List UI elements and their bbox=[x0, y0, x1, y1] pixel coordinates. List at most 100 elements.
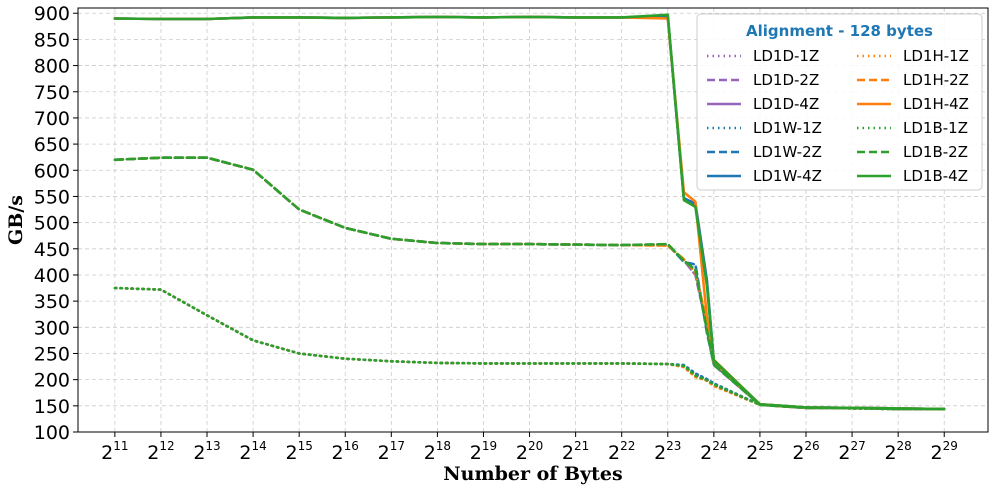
y-tick-label: 400 bbox=[34, 265, 70, 287]
x-tick-base: 2 bbox=[470, 442, 482, 464]
legend-label: LD1D-2Z bbox=[753, 71, 819, 89]
x-tick-label: 221 bbox=[562, 439, 589, 464]
x-tick-base: 2 bbox=[516, 442, 528, 464]
x-tick-exponent: 15 bbox=[298, 439, 313, 453]
x-tick-exponent: 16 bbox=[344, 439, 359, 453]
x-tick-label: 214 bbox=[239, 439, 266, 464]
x-tick-base: 2 bbox=[285, 442, 297, 464]
x-tick-label: 218 bbox=[424, 439, 451, 464]
legend-label: LD1H-4Z bbox=[903, 95, 969, 113]
x-tick-exponent: 13 bbox=[205, 439, 220, 453]
x-tick-exponent: 28 bbox=[897, 439, 912, 453]
series-line-ld1b-4z bbox=[113, 13, 946, 411]
legend-label: LD1H-1Z bbox=[903, 47, 969, 65]
series-line-ld1h-1z bbox=[113, 286, 946, 411]
y-tick-label: 750 bbox=[34, 82, 70, 104]
y-tick-label: 800 bbox=[34, 56, 70, 78]
x-tick-exponent: 14 bbox=[251, 439, 266, 453]
y-tick-label: 300 bbox=[34, 317, 70, 339]
legend-label: LD1B-1Z bbox=[903, 119, 968, 137]
y-axis-label: GB/s bbox=[5, 195, 27, 245]
series-line-ld1w-1z bbox=[113, 286, 946, 411]
x-tick-base: 2 bbox=[884, 442, 896, 464]
x-tick-exponent: 29 bbox=[943, 439, 958, 453]
x-tick-base: 2 bbox=[700, 442, 712, 464]
y-tick-label: 150 bbox=[34, 396, 70, 418]
x-tick-label: 220 bbox=[516, 439, 543, 464]
x-tick-label: 212 bbox=[147, 439, 174, 464]
legend-label: LD1H-2Z bbox=[903, 71, 969, 89]
x-tick-base: 2 bbox=[378, 442, 390, 464]
x-tick-base: 2 bbox=[562, 442, 574, 464]
x-tick-label: 215 bbox=[285, 439, 312, 464]
x-tick-base: 2 bbox=[332, 442, 344, 464]
x-tick-exponent: 11 bbox=[113, 439, 128, 453]
legend-label: LD1W-4Z bbox=[753, 167, 822, 185]
x-tick-exponent: 27 bbox=[850, 439, 865, 453]
y-tick-label: 100 bbox=[34, 422, 70, 444]
legend-label: LD1B-4Z bbox=[903, 167, 968, 185]
x-tick-exponent: 26 bbox=[804, 439, 819, 453]
x-tick-base: 2 bbox=[931, 442, 943, 464]
y-tick-label: 650 bbox=[34, 134, 70, 156]
plot-frame bbox=[77, 7, 989, 433]
x-tick-label: 229 bbox=[931, 439, 958, 464]
x-tick-label: 219 bbox=[470, 439, 497, 464]
x-tick-label: 216 bbox=[332, 439, 359, 464]
legend-label: LD1D-1Z bbox=[753, 47, 819, 65]
x-tick-label: 227 bbox=[838, 439, 865, 464]
x-tick-exponent: 21 bbox=[574, 439, 589, 453]
x-tick-base: 2 bbox=[147, 442, 159, 464]
x-axis-label: Number of Bytes bbox=[443, 463, 622, 485]
x-tick-label: 222 bbox=[608, 439, 635, 464]
y-tick-label: 250 bbox=[34, 343, 70, 365]
x-tick-exponent: 25 bbox=[758, 439, 773, 453]
x-tick-label: 223 bbox=[654, 439, 681, 464]
x-tick-label: 224 bbox=[700, 439, 727, 464]
legend-items: LD1D-1Z LD1D-2Z LD1D-4Z LD1W-1Z LD1W-2Z LD1W-… bbox=[707, 47, 969, 185]
x-axis-ticks: 211 212 213 214 215 216 217 218 219 220 221 222 223 2… bbox=[101, 432, 958, 464]
x-tick-exponent: 12 bbox=[159, 439, 174, 453]
x-tick-label: 225 bbox=[746, 439, 773, 464]
y-tick-label: 850 bbox=[34, 29, 70, 51]
x-tick-base: 2 bbox=[193, 442, 205, 464]
y-tick-label: 600 bbox=[34, 160, 70, 182]
legend: Alignment - 128 bytes LD1D-1ZLD1D-2ZLD1D… bbox=[696, 13, 983, 191]
x-tick-base: 2 bbox=[654, 442, 666, 464]
y-tick-label: 550 bbox=[34, 186, 70, 208]
x-tick-label: 217 bbox=[378, 439, 405, 464]
x-tick-base: 2 bbox=[239, 442, 251, 464]
x-tick-base: 2 bbox=[608, 442, 620, 464]
x-tick-base: 2 bbox=[838, 442, 850, 464]
series-line-ld1d-1z bbox=[113, 286, 946, 411]
x-tick-exponent: 17 bbox=[390, 439, 405, 453]
legend-label: LD1D-4Z bbox=[753, 95, 819, 113]
series-lines bbox=[113, 13, 946, 411]
x-tick-base: 2 bbox=[101, 442, 113, 464]
legend-title: Alignment - 128 bytes bbox=[746, 22, 933, 40]
y-tick-label: 350 bbox=[34, 291, 70, 313]
x-tick-label: 211 bbox=[101, 439, 128, 464]
x-tick-exponent: 18 bbox=[436, 439, 451, 453]
x-tick-label: 226 bbox=[792, 439, 819, 464]
x-tick-base: 2 bbox=[792, 442, 804, 464]
legend-box bbox=[696, 13, 983, 191]
y-axis-ticks: 100 150 200 250 300 350 400 450 500 550 600 650 700 7… bbox=[34, 3, 78, 444]
x-tick-exponent: 23 bbox=[666, 439, 681, 453]
y-tick-label: 900 bbox=[34, 3, 70, 25]
x-tick-exponent: 20 bbox=[528, 439, 543, 453]
x-tick-base: 2 bbox=[746, 442, 758, 464]
legend-label: LD1W-2Z bbox=[753, 143, 822, 161]
x-tick-label: 228 bbox=[884, 439, 911, 464]
legend-label: LD1W-1Z bbox=[753, 119, 822, 137]
y-tick-label: 700 bbox=[34, 108, 70, 130]
x-tick-base: 2 bbox=[424, 442, 436, 464]
legend-label: LD1B-2Z bbox=[903, 143, 968, 161]
x-tick-exponent: 19 bbox=[482, 439, 497, 453]
y-tick-label: 200 bbox=[34, 370, 70, 392]
x-tick-exponent: 22 bbox=[620, 439, 635, 453]
x-tick-exponent: 24 bbox=[712, 439, 727, 453]
y-tick-label: 450 bbox=[34, 239, 70, 261]
series-line-ld1b-1z bbox=[113, 286, 946, 411]
